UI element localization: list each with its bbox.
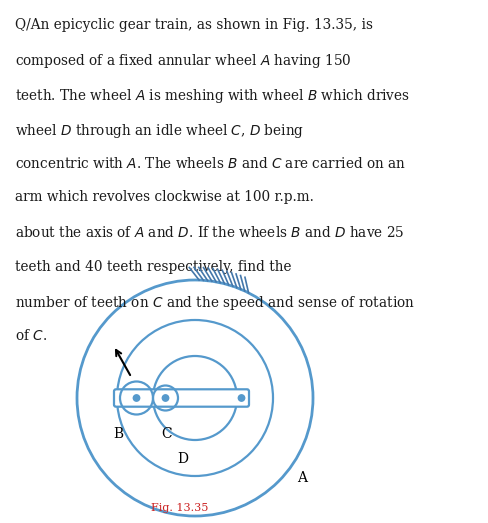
Text: number of teeth on $C$ and the speed and sense of rotation: number of teeth on $C$ and the speed and…: [15, 294, 414, 312]
Text: concentric with $A$. The wheels $B$ and $C$ are carried on an: concentric with $A$. The wheels $B$ and …: [15, 156, 405, 171]
Text: teeth and 40 teeth respectively, find the: teeth and 40 teeth respectively, find th…: [15, 259, 291, 274]
Circle shape: [238, 395, 244, 401]
Text: composed of a fixed annular wheel $A$ having 150: composed of a fixed annular wheel $A$ ha…: [15, 52, 351, 71]
Text: arm which revolves clockwise at 100 r.p.m.: arm which revolves clockwise at 100 r.p.…: [15, 190, 313, 204]
Text: of $C$.: of $C$.: [15, 328, 47, 344]
FancyBboxPatch shape: [114, 389, 248, 407]
Text: about the axis of $A$ and $D$. If the wheels $B$ and $D$ have 25: about the axis of $A$ and $D$. If the wh…: [15, 225, 404, 240]
Text: Fig. 13.35: Fig. 13.35: [151, 503, 208, 513]
Text: D: D: [177, 452, 188, 466]
Text: A: A: [296, 471, 306, 485]
Text: C: C: [161, 426, 171, 440]
Text: B: B: [113, 426, 123, 440]
Text: wheel $D$ through an idle wheel $C$, $D$ being: wheel $D$ through an idle wheel $C$, $D$…: [15, 121, 304, 140]
Circle shape: [162, 395, 168, 401]
Circle shape: [133, 395, 140, 401]
Text: Q/An epicyclic gear train, as shown in Fig. 13.35, is: Q/An epicyclic gear train, as shown in F…: [15, 18, 372, 32]
Text: teeth. The wheel $A$ is meshing with wheel $B$ which drives: teeth. The wheel $A$ is meshing with whe…: [15, 87, 409, 105]
